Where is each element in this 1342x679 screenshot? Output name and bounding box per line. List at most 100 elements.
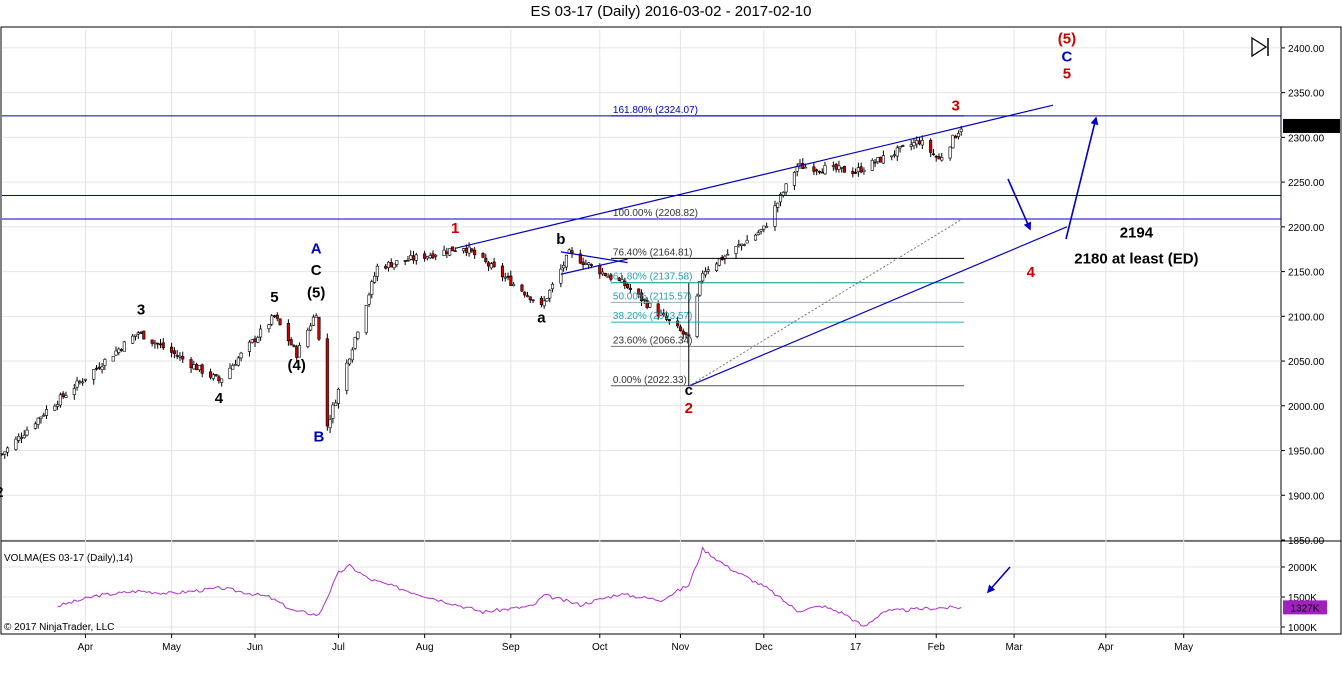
candle[interactable]	[820, 168, 824, 174]
candle[interactable]	[470, 248, 474, 253]
candle[interactable]	[217, 374, 221, 384]
candle[interactable]	[934, 155, 938, 162]
candle[interactable]	[297, 342, 302, 358]
candle[interactable]	[823, 161, 827, 175]
candle[interactable]	[862, 167, 866, 175]
candle[interactable]	[542, 296, 546, 309]
candle[interactable]	[317, 316, 321, 341]
candle[interactable]	[550, 282, 555, 293]
candle[interactable]	[742, 243, 746, 247]
candle[interactable]	[762, 225, 766, 233]
candle[interactable]	[503, 272, 507, 282]
candle[interactable]	[384, 263, 388, 270]
candle[interactable]	[370, 279, 374, 299]
candle[interactable]	[267, 323, 271, 333]
candle[interactable]	[181, 351, 185, 363]
candle[interactable]	[662, 308, 666, 318]
candle[interactable]	[773, 200, 777, 232]
candle[interactable]	[859, 162, 863, 174]
candle[interactable]	[120, 348, 124, 352]
candle[interactable]	[626, 283, 630, 289]
candle[interactable]	[56, 400, 60, 410]
candle[interactable]	[895, 145, 899, 161]
candle[interactable]	[403, 260, 407, 266]
candle[interactable]	[956, 130, 961, 140]
candle[interactable]	[58, 392, 62, 408]
candle[interactable]	[428, 252, 432, 260]
candle[interactable]	[948, 146, 952, 161]
candle[interactable]	[153, 340, 157, 349]
candle[interactable]	[78, 379, 82, 385]
candle[interactable]	[837, 160, 841, 173]
candle[interactable]	[890, 155, 894, 161]
candle[interactable]	[53, 403, 57, 411]
candle[interactable]	[548, 289, 552, 303]
candle[interactable]	[639, 289, 644, 307]
candle[interactable]	[3, 451, 7, 459]
candle[interactable]	[170, 342, 174, 358]
candle[interactable]	[873, 158, 877, 168]
candle[interactable]	[350, 347, 354, 363]
candle[interactable]	[94, 364, 99, 371]
candle[interactable]	[840, 166, 844, 173]
candle[interactable]	[328, 414, 332, 434]
candle[interactable]	[795, 163, 799, 177]
candle[interactable]	[484, 253, 488, 264]
candle[interactable]	[834, 162, 838, 173]
candle[interactable]	[431, 250, 435, 260]
candle[interactable]	[272, 314, 277, 318]
candle[interactable]	[423, 250, 427, 262]
candle[interactable]	[940, 152, 944, 162]
candle[interactable]	[801, 158, 805, 169]
candle[interactable]	[345, 359, 349, 395]
candle[interactable]	[545, 298, 549, 302]
candle[interactable]	[637, 288, 641, 299]
candle[interactable]	[450, 246, 454, 252]
candle[interactable]	[289, 337, 293, 346]
candle[interactable]	[525, 291, 530, 298]
candle[interactable]	[656, 300, 660, 320]
candle[interactable]	[784, 183, 788, 197]
candle[interactable]	[931, 148, 935, 156]
candle[interactable]	[61, 391, 65, 399]
candle[interactable]	[311, 314, 315, 326]
candle[interactable]	[103, 358, 107, 371]
candle[interactable]	[25, 426, 29, 437]
candle[interactable]	[628, 283, 632, 294]
candle[interactable]	[178, 352, 182, 361]
candle[interactable]	[506, 272, 510, 281]
candle[interactable]	[192, 360, 196, 370]
candle[interactable]	[331, 402, 335, 424]
candle[interactable]	[851, 167, 855, 178]
candle[interactable]	[278, 318, 282, 326]
candle[interactable]	[898, 146, 902, 153]
candle[interactable]	[353, 336, 357, 351]
candle[interactable]	[520, 283, 524, 293]
candle[interactable]	[678, 324, 682, 332]
candle[interactable]	[247, 340, 252, 357]
candle[interactable]	[189, 357, 193, 374]
candle[interactable]	[286, 319, 290, 346]
candle[interactable]	[442, 245, 446, 257]
candle[interactable]	[509, 270, 513, 287]
candle[interactable]	[211, 372, 215, 381]
candle[interactable]	[111, 355, 115, 362]
candle[interactable]	[500, 262, 505, 282]
candle[interactable]	[92, 368, 96, 385]
candle[interactable]	[909, 140, 913, 151]
candle[interactable]	[253, 335, 257, 347]
candle[interactable]	[200, 363, 204, 378]
candle[interactable]	[142, 330, 146, 340]
candle[interactable]	[22, 430, 26, 439]
candle[interactable]	[562, 261, 566, 272]
candle[interactable]	[256, 335, 260, 344]
candle[interactable]	[706, 266, 710, 275]
candle[interactable]	[776, 202, 780, 213]
candle[interactable]	[156, 342, 160, 349]
candle[interactable]	[44, 405, 49, 419]
candle[interactable]	[812, 162, 816, 175]
candle[interactable]	[601, 267, 605, 276]
candle[interactable]	[336, 387, 340, 409]
candle[interactable]	[745, 235, 749, 244]
candle[interactable]	[570, 247, 574, 258]
